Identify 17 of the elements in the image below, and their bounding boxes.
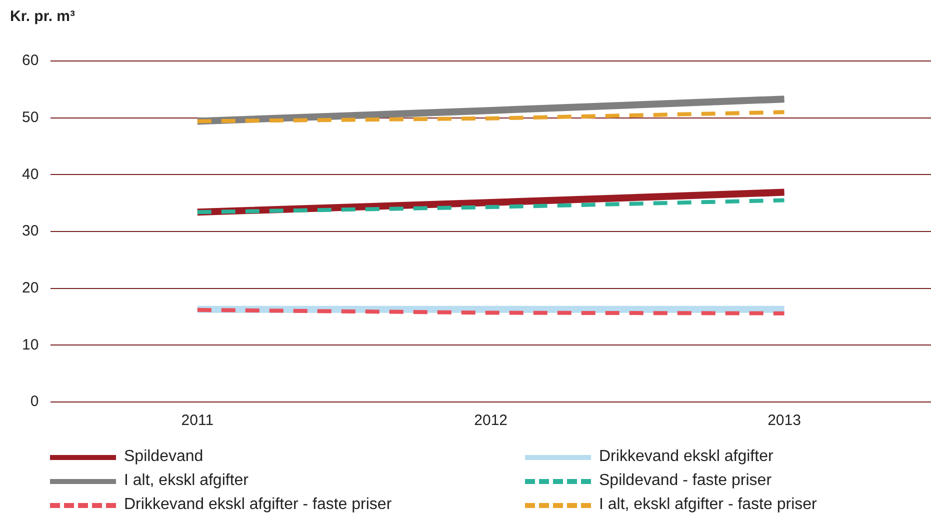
y-tick-label: 10 [22,336,39,354]
legend-label: Spildevand - faste priser [599,472,772,490]
legend-label: Drikkevand ekskl afgifter [599,448,774,466]
legend-label: Spildevand [124,448,204,466]
y-tick-label: 60 [22,52,39,70]
y-axis-title: Kr. pr. m³ [10,8,76,25]
y-tick-label: 40 [22,166,39,183]
legend-label: I alt, ekskl afgifter - faste priser [599,496,817,514]
legend-label: I alt, ekskl afgifter [124,472,248,490]
y-tick-label: 0 [30,393,39,410]
y-tick-label: 20 [22,279,39,296]
legend-label: Drikkevand ekskl afgifter - faste priser [124,496,392,514]
x-tick-label: 2013 [768,412,801,430]
y-tick-label: 50 [22,108,39,126]
x-tick-label: 2011 [181,412,214,430]
x-tick-label: 2012 [474,412,508,430]
y-tick-label: 30 [22,222,39,240]
